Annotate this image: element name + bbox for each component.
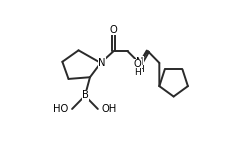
Text: H: H bbox=[137, 65, 143, 74]
Text: H: H bbox=[134, 68, 141, 77]
Text: N: N bbox=[136, 57, 144, 67]
Text: O: O bbox=[134, 59, 141, 69]
Text: O: O bbox=[110, 25, 118, 35]
Text: OH: OH bbox=[102, 104, 117, 114]
Text: N: N bbox=[98, 58, 106, 68]
Text: HO: HO bbox=[53, 104, 68, 114]
Text: B: B bbox=[82, 90, 89, 100]
